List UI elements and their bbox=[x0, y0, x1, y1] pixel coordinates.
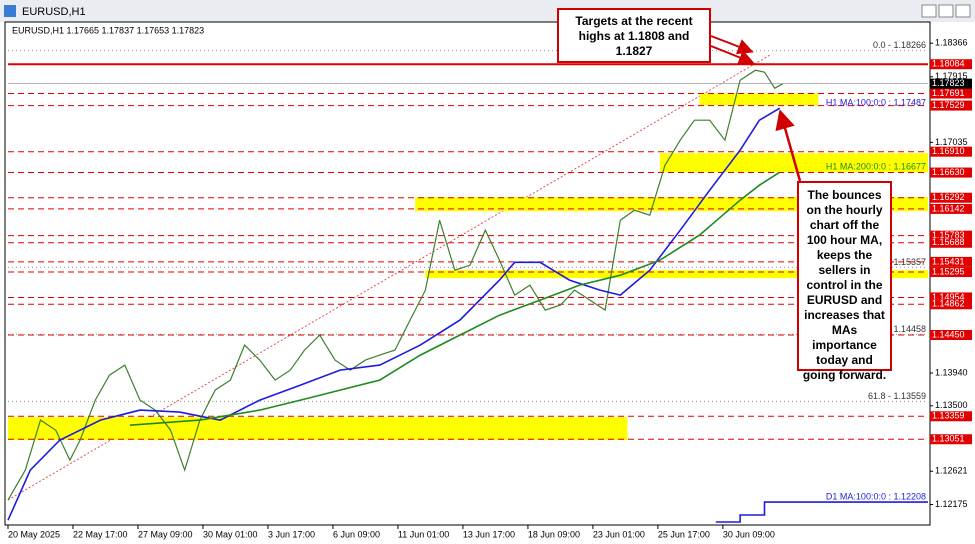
x-tick-label: 30 May 01:00 bbox=[203, 529, 258, 539]
level-label-bg bbox=[930, 100, 972, 111]
level-label-bg bbox=[930, 411, 972, 422]
level-label: 1.16630 bbox=[932, 167, 965, 177]
fib-label: 61.8 - 1.13559 bbox=[868, 391, 926, 401]
y-tick-label: 1.13940 bbox=[935, 367, 968, 377]
level-label: 1.14862 bbox=[932, 299, 965, 309]
last-price-bg bbox=[930, 78, 972, 89]
level-label: 1.15431 bbox=[932, 256, 965, 266]
level-label-bg bbox=[930, 59, 972, 70]
x-tick-label: 6 Jun 09:00 bbox=[333, 529, 380, 539]
level-label-bg bbox=[930, 203, 972, 214]
level-label: 1.16142 bbox=[932, 203, 965, 213]
window-icon bbox=[4, 5, 16, 17]
y-tick-label: 1.13500 bbox=[935, 400, 968, 410]
level-label-bg bbox=[930, 230, 972, 241]
level-label-bg bbox=[930, 329, 972, 340]
series-label: D1 MA:100:0:0 : 1.12208 bbox=[826, 491, 926, 501]
x-tick-label: 3 Jun 17:00 bbox=[268, 529, 315, 539]
series-label: H1 MA:200:0:0 : 1.16677 bbox=[826, 162, 926, 172]
x-tick-label: 30 Jun 09:00 bbox=[723, 529, 775, 539]
level-label-bg bbox=[930, 256, 972, 267]
level-label: 1.15295 bbox=[932, 266, 965, 276]
x-tick-label: 20 May 2025 bbox=[8, 529, 60, 539]
level-label: 1.14954 bbox=[932, 292, 965, 302]
trend-line bbox=[7, 54, 771, 501]
zone bbox=[699, 93, 819, 106]
last-price-label: 1.17823 bbox=[932, 78, 965, 88]
x-tick-label: 22 May 17:00 bbox=[73, 529, 128, 539]
x-tick-label: 25 Jun 17:00 bbox=[658, 529, 710, 539]
level-label-bg bbox=[930, 299, 972, 310]
fib-label: 0.0 - 1.18266 bbox=[873, 40, 926, 50]
level-label: 1.15783 bbox=[932, 230, 965, 240]
y-tick-label: 1.12175 bbox=[935, 499, 968, 509]
series-line bbox=[7, 107, 781, 521]
close-button[interactable] bbox=[955, 4, 971, 18]
y-tick-label: 1.18366 bbox=[935, 38, 968, 48]
level-label-bg bbox=[930, 146, 972, 157]
level-label: 1.14450 bbox=[932, 329, 965, 339]
series-line bbox=[715, 501, 928, 523]
x-tick-label: 13 Jun 17:00 bbox=[463, 529, 515, 539]
maximize-button[interactable] bbox=[938, 4, 954, 18]
level-label-bg bbox=[930, 434, 972, 445]
level-label: 1.17691 bbox=[932, 88, 965, 98]
level-label-bg bbox=[930, 237, 972, 248]
level-label: 1.16910 bbox=[932, 146, 965, 156]
annotation: The bounces on the hourly chart off the … bbox=[797, 181, 892, 382]
x-tick-label: 23 Jun 01:00 bbox=[593, 529, 645, 539]
fib-label: 38.2 - 1.15357 bbox=[868, 257, 926, 267]
chart-header: EURUSD,H1 1.17665 1.17837 1.17653 1.1782… bbox=[12, 25, 204, 35]
x-tick-label: 11 Jun 01:00 bbox=[398, 529, 449, 539]
level-label-bg bbox=[930, 88, 972, 99]
level-label-bg bbox=[930, 267, 972, 278]
level-label-bg bbox=[930, 192, 972, 203]
y-tick-label: 1.17035 bbox=[935, 137, 968, 147]
minimize-button[interactable] bbox=[921, 4, 937, 18]
fib-label: 0.0 - 1.14458 bbox=[873, 324, 926, 334]
level-label: 1.13051 bbox=[932, 434, 965, 444]
level-label: 1.17529 bbox=[932, 100, 965, 110]
level-label: 1.15688 bbox=[932, 237, 965, 247]
level-label-bg bbox=[930, 167, 972, 178]
annotation: Targets at the recent highs at 1.1808 an… bbox=[557, 8, 711, 63]
window-title: EURUSD,H1 bbox=[22, 6, 86, 18]
series-line bbox=[7, 69, 784, 501]
level-label: 1.16292 bbox=[932, 192, 965, 202]
level-label: 1.13359 bbox=[932, 411, 965, 421]
title-bar bbox=[0, 0, 975, 22]
series-line bbox=[129, 171, 781, 426]
series-label: H1 MA:100:0:0 : 1.17487 bbox=[826, 98, 926, 108]
zone bbox=[425, 270, 928, 279]
y-tick-label: 1.17915 bbox=[935, 71, 968, 81]
level-label: 1.18084 bbox=[932, 59, 965, 69]
level-label-bg bbox=[930, 292, 972, 303]
x-tick-label: 27 May 09:00 bbox=[138, 529, 193, 539]
y-tick-label: 1.12621 bbox=[935, 466, 968, 476]
x-tick-label: 18 Jun 09:00 bbox=[528, 529, 580, 539]
